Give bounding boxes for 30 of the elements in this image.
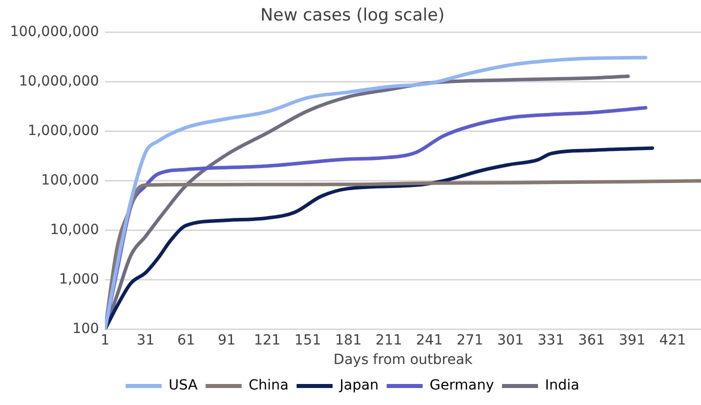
y-tick-label: 10,000	[50, 222, 100, 238]
x-tick-label: 121	[254, 332, 281, 348]
y-tick-label: 100	[72, 321, 100, 338]
x-tick-label: 271	[456, 332, 484, 348]
x-tick-label: 421	[659, 332, 686, 348]
x-tick-label: 331	[538, 332, 564, 348]
legend-label: Japan	[338, 378, 379, 394]
y-tick-label: 1,000	[58, 272, 100, 288]
x-tick-label: 1	[100, 332, 110, 348]
x-tick-label: 241	[416, 332, 443, 348]
x-tick-label: 61	[177, 332, 196, 348]
legend-label: USA	[168, 378, 198, 394]
legend-label: China	[248, 378, 289, 394]
x-tick-label: 31	[136, 332, 155, 348]
legend-label: India	[545, 378, 580, 394]
x-axis-title: Days from outbreak	[334, 352, 474, 368]
x-tick-label: 151	[294, 332, 322, 348]
x-tick-label: 391	[618, 332, 646, 348]
x-tick-label: 301	[497, 332, 524, 348]
legend-label: Germany	[430, 378, 494, 394]
y-tick-label: 10,000,000	[18, 74, 100, 90]
line-series	[105, 146, 654, 330]
x-tick-label: 211	[375, 332, 402, 348]
y-tick-label: 100,000,000	[10, 24, 100, 40]
chart-title: New cases (log scale)	[260, 6, 445, 26]
x-tick-label: 181	[334, 332, 362, 348]
x-tick-label: 361	[578, 332, 605, 348]
y-tick-label: 1,000,000	[28, 123, 100, 140]
x-tick-label: 91	[218, 332, 236, 348]
y-tick-label: 100,000	[41, 172, 100, 189]
